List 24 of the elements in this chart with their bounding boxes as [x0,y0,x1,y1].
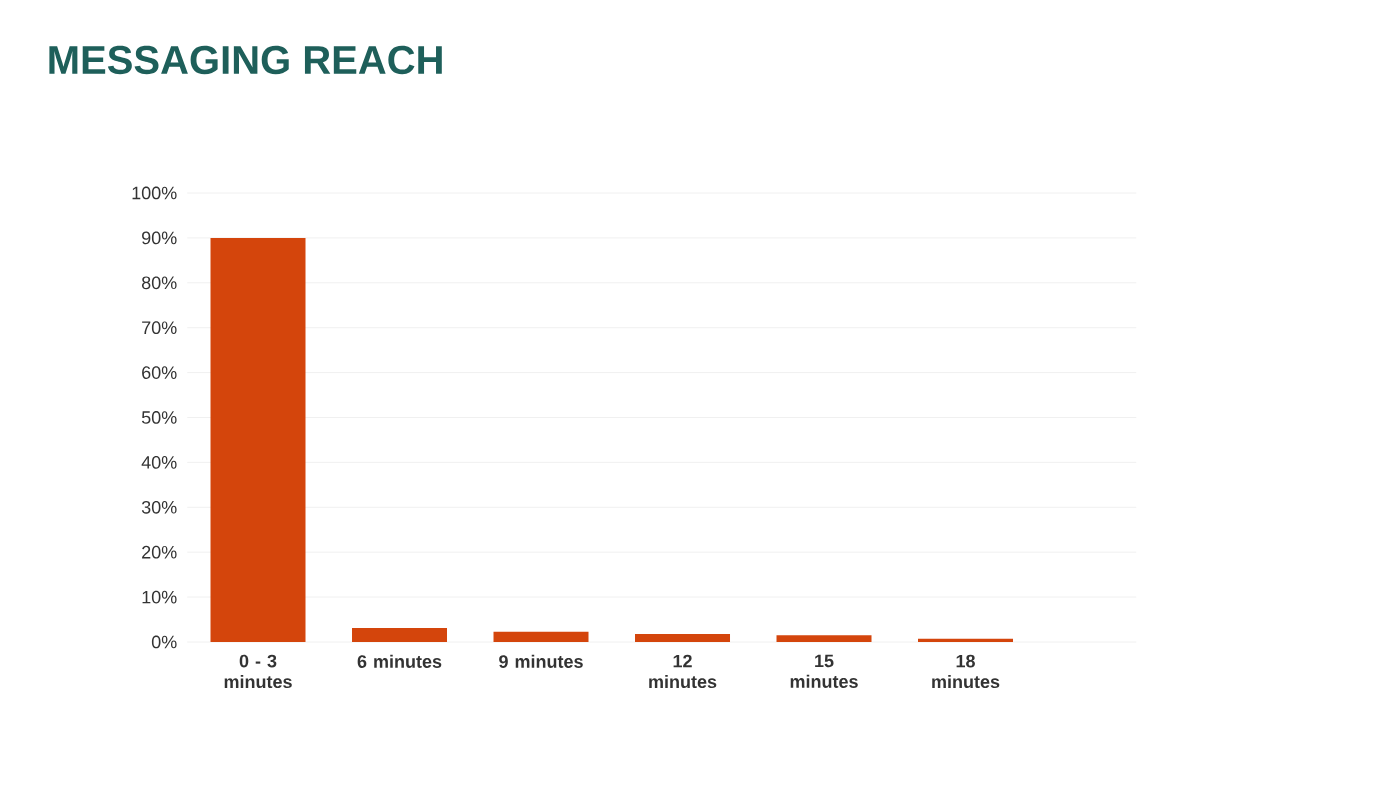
x-tick-label: 6 minutes [357,654,442,668]
bar [635,633,731,642]
x-tick-label: 12 minutes [649,654,717,689]
bar [493,631,589,642]
bar [918,638,1014,642]
x-tick-label: 18 minutes [932,654,1000,689]
y-tick-label: 80% [141,276,177,290]
x-tick-label: 0 - 3 minutes [224,654,292,689]
y-tick-label: 30% [141,500,177,514]
y-tick-label: 90% [142,231,177,245]
x-tick-label: 9 minutes [499,654,583,668]
y-tick-label: 70% [142,321,177,335]
chart-title: MESSAGING REACH [49,45,442,75]
bar [352,628,448,642]
y-tick-label: 100% [132,186,177,200]
bar [210,237,306,642]
y-tick-label: 0% [151,635,177,649]
bar [776,635,872,642]
x-tick-label: 15 minutes [790,654,858,688]
y-tick-label: 60% [142,366,177,379]
y-tick-label: 40% [141,456,177,469]
y-tick-label: 50% [141,411,177,424]
y-tick-label: 10% [142,590,177,604]
y-tick-label: 20% [142,545,177,559]
